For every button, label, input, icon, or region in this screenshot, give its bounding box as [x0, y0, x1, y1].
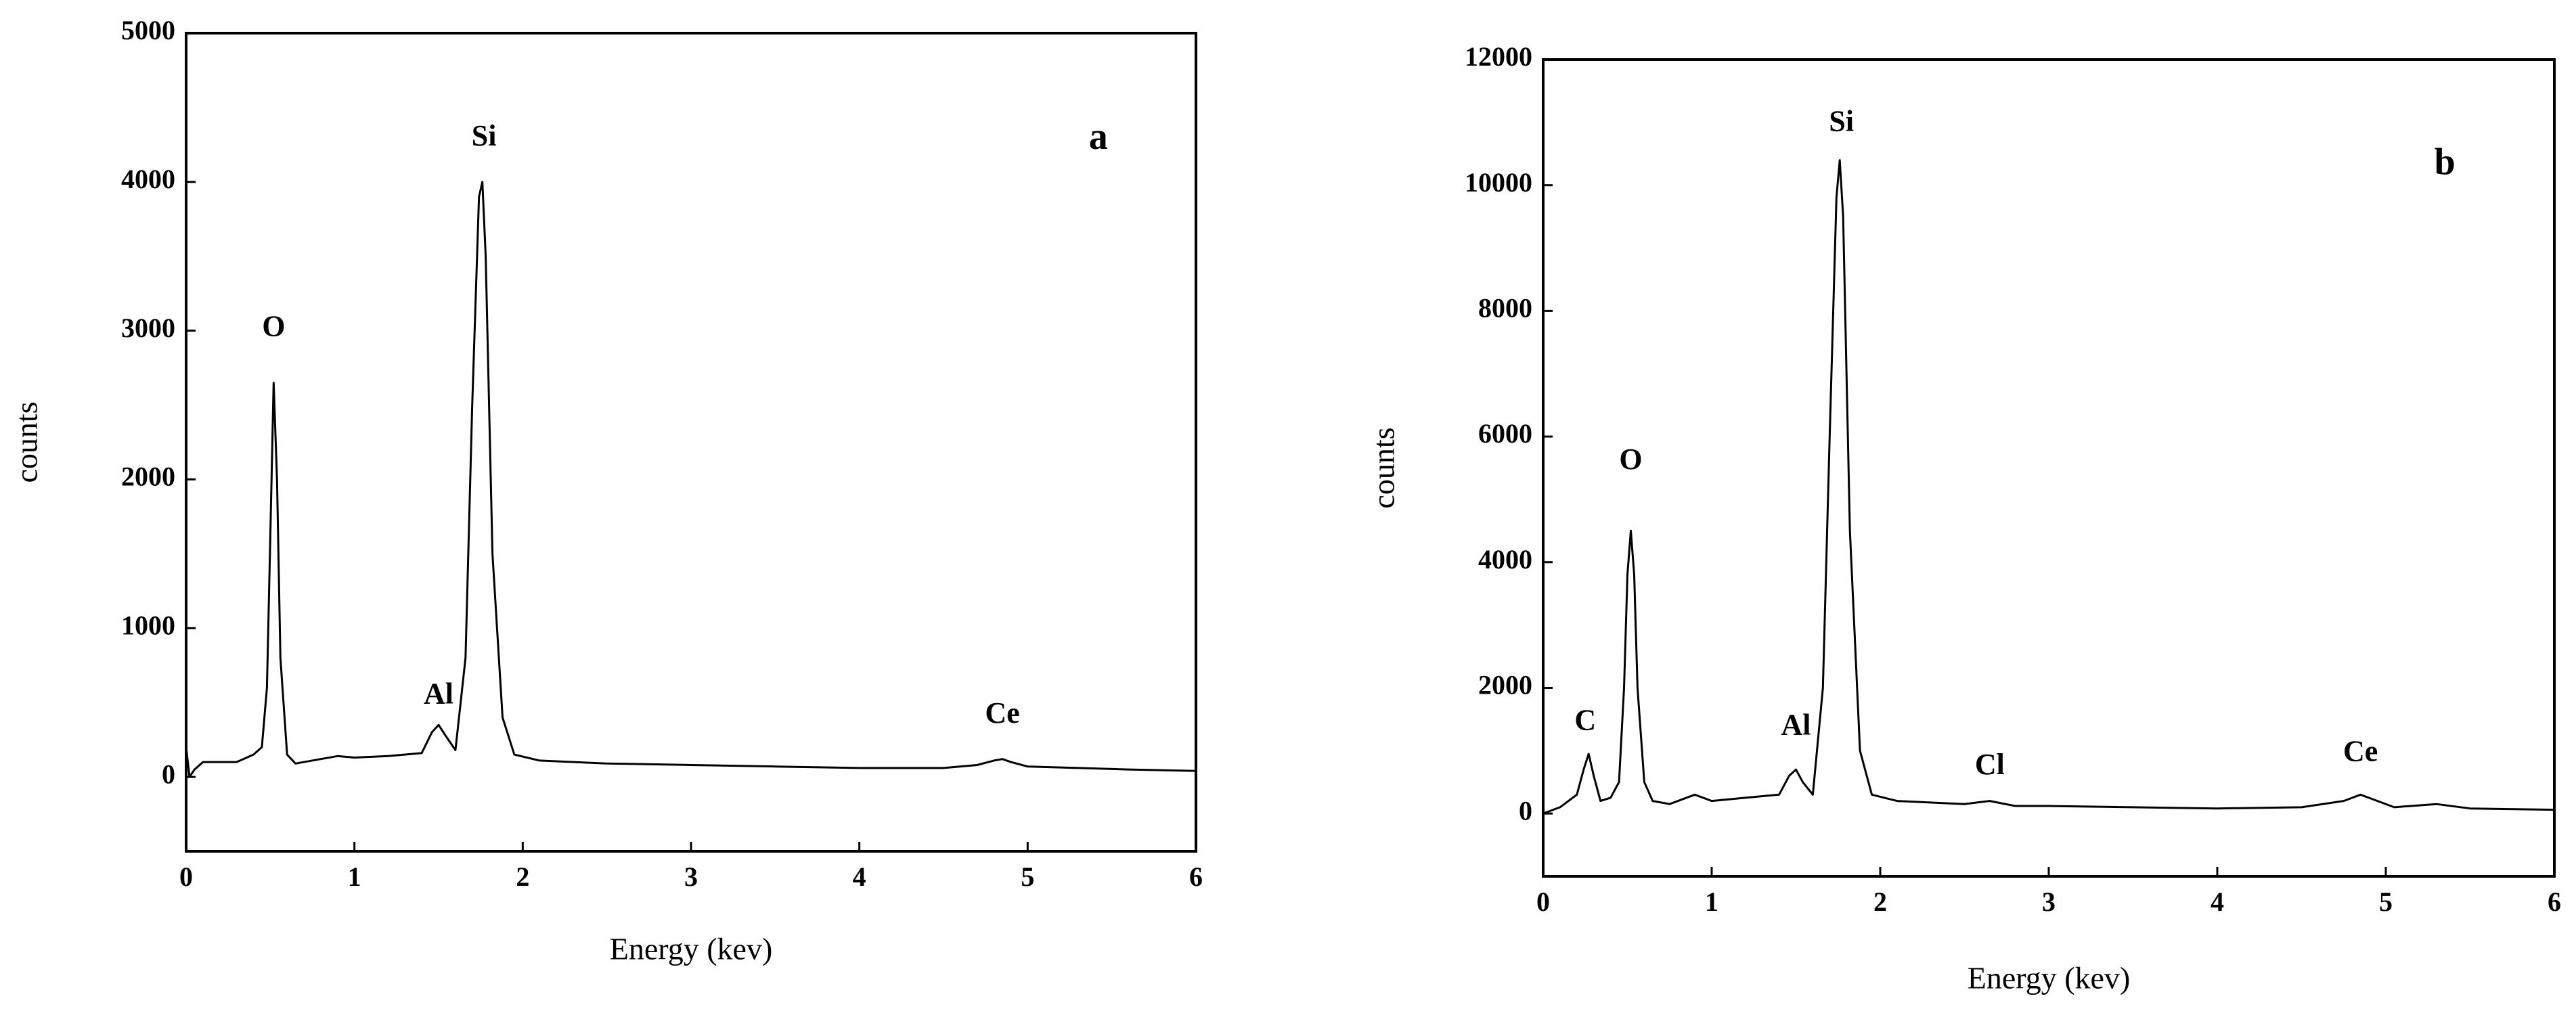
y-tick-label: 5000 [121, 15, 175, 45]
plot-frame [185, 32, 1197, 853]
y-tick-label: 0 [162, 759, 175, 789]
peak-label: Al [1781, 709, 1811, 742]
x-tick-label: 3 [2042, 886, 2056, 917]
peak-label: O [1619, 443, 1642, 476]
y-axis-title: counts [9, 401, 44, 482]
x-tick-label: 2 [516, 861, 529, 892]
panel-label: b [2435, 141, 2456, 183]
y-tick-label: 4000 [1478, 544, 1532, 575]
peak-label: Al [424, 677, 453, 710]
y-tick-label: 2000 [121, 462, 175, 492]
x-tick-label: 5 [2379, 886, 2393, 917]
peak-label: Si [472, 119, 497, 152]
y-tick-label: 6000 [1478, 418, 1532, 449]
x-tick-label: 0 [1536, 886, 1550, 917]
y-tick-label: 3000 [121, 313, 175, 343]
x-tick-label: 5 [1021, 861, 1034, 892]
peak-label: Cl [1975, 748, 2005, 781]
peak-label: Si [1829, 105, 1854, 138]
plot-frame [1542, 58, 2556, 878]
peak-label: O [262, 310, 285, 343]
y-tick-label: 1000 [121, 610, 175, 640]
peak-label: C [1574, 704, 1596, 737]
x-axis-title: Energy (kev) [1968, 961, 2131, 995]
x-tick-label: 1 [1705, 886, 1718, 917]
x-tick-label: 3 [684, 861, 698, 892]
y-tick-label: 12000 [1465, 41, 1532, 72]
spectrum-line [185, 181, 1197, 778]
y-tick-label: 0 [1519, 795, 1532, 826]
peak-label: Ce [985, 696, 1019, 729]
spectrum-line [1542, 159, 2555, 815]
y-axis-title: counts [1367, 427, 1401, 508]
x-axis-title: Energy (kev) [610, 932, 773, 966]
y-tick-label: 2000 [1478, 670, 1532, 700]
peak-label: Ce [2343, 735, 2378, 768]
y-tick-label: 10000 [1465, 167, 1532, 198]
x-tick-label: 6 [2548, 886, 2561, 917]
x-tick-label: 4 [2211, 886, 2224, 917]
x-tick-label: 4 [853, 861, 866, 892]
y-tick-label: 4000 [121, 164, 175, 194]
x-tick-label: 1 [348, 861, 361, 892]
x-tick-label: 6 [1189, 861, 1203, 892]
x-tick-label: 0 [179, 861, 193, 892]
y-tick-label: 8000 [1478, 293, 1532, 323]
x-tick-label: 2 [1873, 886, 1887, 917]
panel-label: a [1089, 116, 1108, 158]
